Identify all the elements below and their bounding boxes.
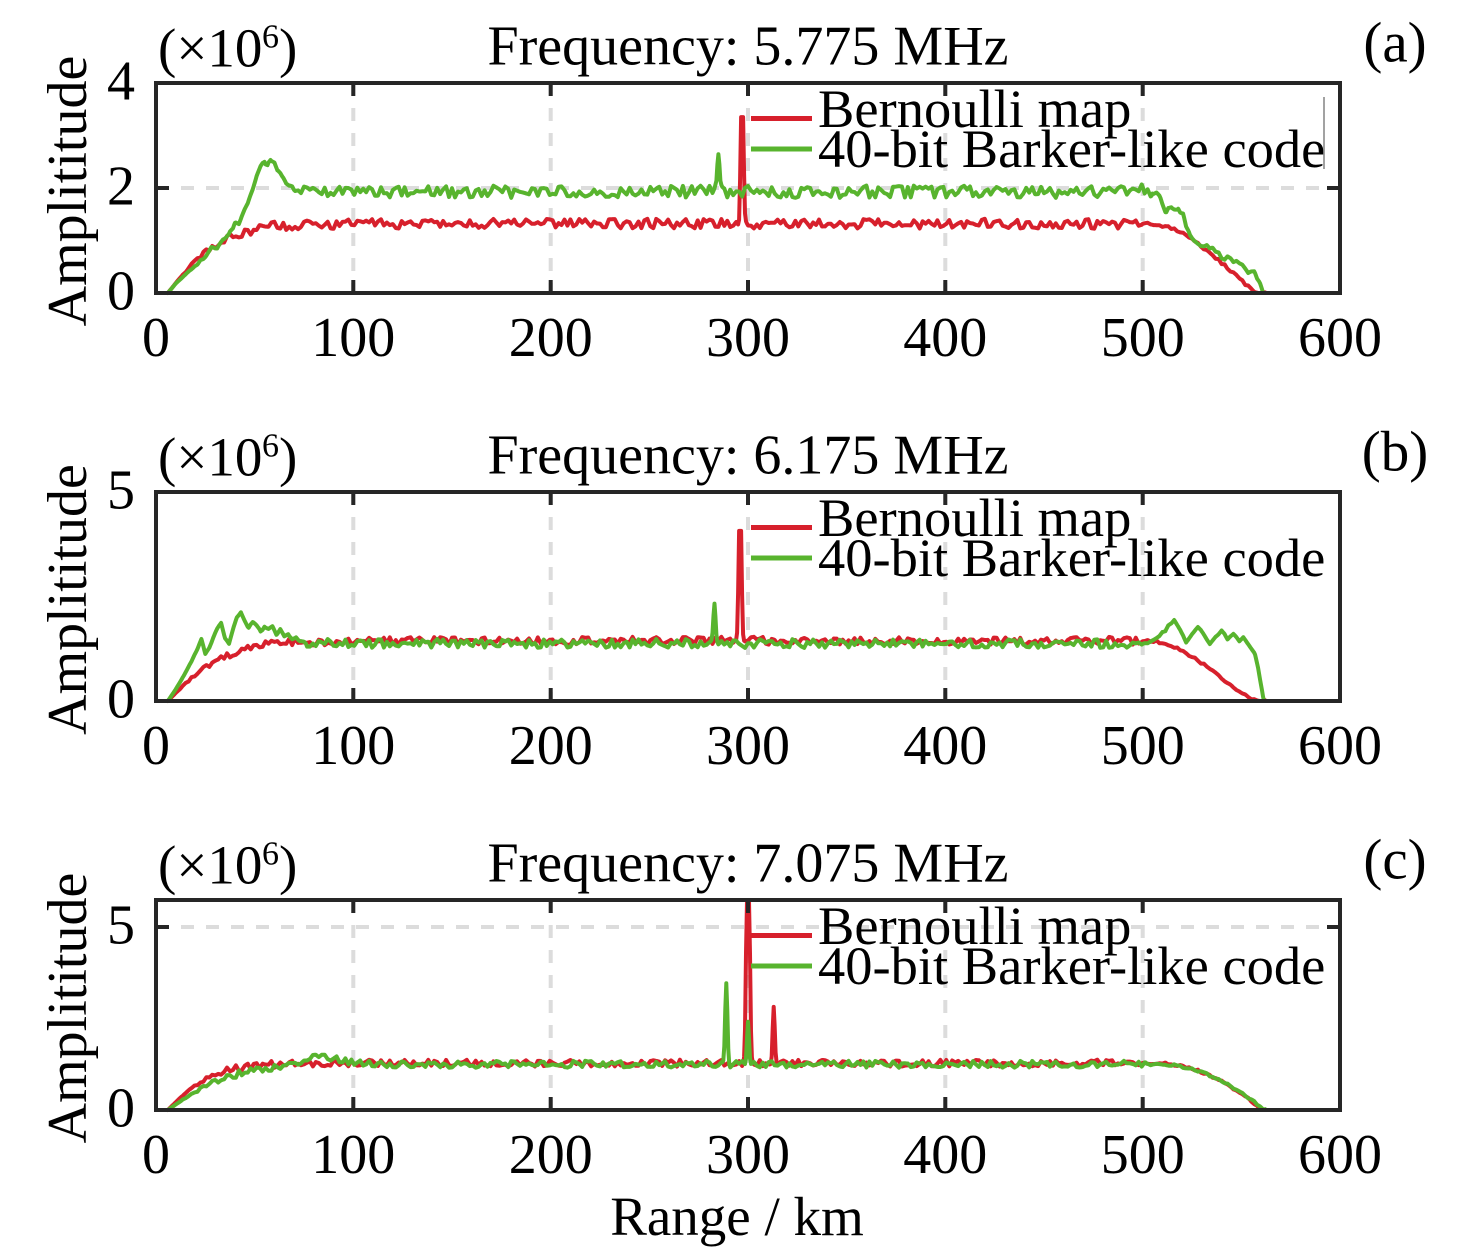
- svg-text:0: 0: [107, 669, 135, 731]
- svg-text:100: 100: [311, 715, 395, 777]
- svg-text:0: 0: [142, 715, 170, 777]
- svg-text:Amplititude: Amplititude: [37, 873, 99, 1144]
- svg-text:400: 400: [903, 307, 987, 369]
- svg-text:200: 200: [509, 715, 593, 777]
- svg-text:(a): (a): [1363, 12, 1426, 75]
- svg-text:0: 0: [142, 1124, 170, 1186]
- svg-text:2: 2: [107, 156, 135, 218]
- svg-text:40-bit Barker-like code: 40-bit Barker-like code: [818, 527, 1325, 588]
- svg-text:40-bit Barker-like code: 40-bit Barker-like code: [818, 935, 1325, 996]
- svg-text:Bernoulli map: Bernoulli map: [818, 487, 1131, 548]
- svg-text:Frequency: 6.175 MHz: Frequency: 6.175 MHz: [487, 425, 1008, 487]
- svg-text:300: 300: [706, 307, 790, 369]
- svg-text:4: 4: [107, 51, 135, 113]
- svg-text:Frequency: 5.775 MHz: Frequency: 5.775 MHz: [487, 16, 1008, 78]
- svg-text:300: 300: [706, 715, 790, 777]
- svg-text:500: 500: [1101, 1124, 1185, 1186]
- svg-text:Bernoulli map: Bernoulli map: [818, 78, 1131, 139]
- svg-text:Amplititude: Amplititude: [37, 56, 99, 327]
- svg-text:Bernoulli map: Bernoulli map: [818, 895, 1131, 956]
- svg-text:): ): [279, 427, 297, 488]
- svg-text:100: 100: [311, 1124, 395, 1186]
- svg-text:0: 0: [142, 307, 170, 369]
- svg-text:Amplititude: Amplititude: [37, 464, 99, 735]
- svg-text:6: 6: [262, 836, 279, 873]
- svg-text:Frequency: 7.075 MHz: Frequency: 7.075 MHz: [487, 833, 1008, 895]
- svg-text:6: 6: [262, 428, 279, 465]
- svg-text:Range / km: Range / km: [610, 1186, 864, 1247]
- svg-text:(×10: (×10: [158, 18, 262, 79]
- svg-text:200: 200: [509, 1124, 593, 1186]
- svg-text:600: 600: [1298, 715, 1382, 777]
- svg-text:400: 400: [903, 1124, 987, 1186]
- svg-text:600: 600: [1298, 307, 1382, 369]
- svg-text:(×10: (×10: [158, 427, 262, 488]
- svg-text:500: 500: [1101, 715, 1185, 777]
- svg-text:600: 600: [1298, 1124, 1382, 1186]
- svg-text:300: 300: [706, 1124, 790, 1186]
- svg-text:400: 400: [903, 715, 987, 777]
- svg-text:): ): [279, 18, 297, 79]
- svg-text:40-bit Barker-like code: 40-bit Barker-like code: [818, 118, 1325, 179]
- svg-text:5: 5: [107, 895, 135, 957]
- svg-text:(b): (b): [1362, 421, 1428, 484]
- svg-text:(×10: (×10: [158, 835, 262, 896]
- svg-text:5: 5: [107, 460, 135, 522]
- svg-text:6: 6: [262, 19, 279, 56]
- svg-text:(c): (c): [1363, 829, 1426, 892]
- svg-text:): ): [279, 835, 297, 896]
- svg-text:200: 200: [509, 307, 593, 369]
- svg-text:500: 500: [1101, 307, 1185, 369]
- svg-text:0: 0: [107, 261, 135, 323]
- svg-text:0: 0: [107, 1078, 135, 1140]
- svg-text:100: 100: [311, 307, 395, 369]
